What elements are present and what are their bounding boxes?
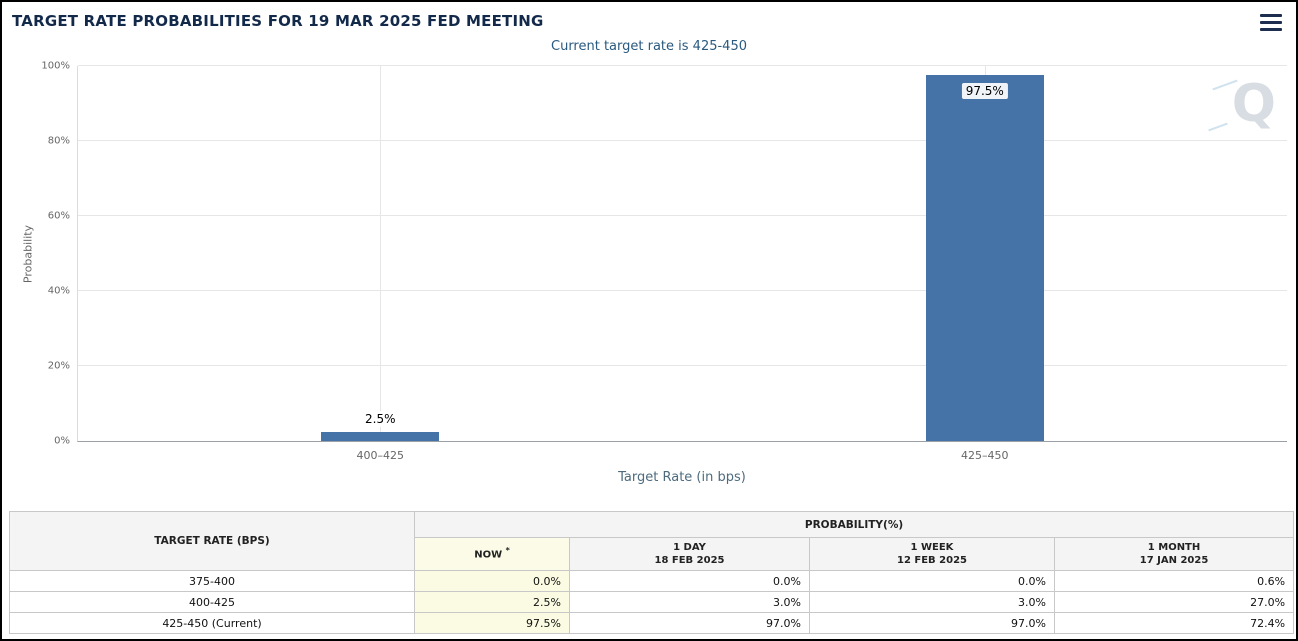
table-header-1-week: 1 WEEK 12 FEB 2025 bbox=[809, 537, 1055, 571]
one-day-value-cell: 0.0% bbox=[569, 570, 810, 592]
column-label: 1 WEEK bbox=[910, 542, 954, 553]
one-week-value-cell: 0.0% bbox=[809, 570, 1055, 592]
menu-icon[interactable] bbox=[1260, 14, 1282, 31]
y-axis-title: Probability bbox=[21, 224, 35, 284]
table-row: 425-450 (Current) 97.5% 97.0% 97.0% 72.4… bbox=[9, 612, 1295, 634]
table-header-1-day: 1 DAY 18 FEB 2025 bbox=[569, 537, 810, 571]
menu-icon-bar bbox=[1260, 28, 1282, 31]
y-axis-tick-label: 20% bbox=[47, 360, 70, 372]
column-label: NOW bbox=[474, 549, 503, 561]
table-header-target-rate: TARGET RATE (BPS) bbox=[9, 511, 415, 571]
y-axis-tick-label: 0% bbox=[54, 435, 70, 447]
one-week-value-cell: 3.0% bbox=[809, 591, 1055, 613]
rate-cell: 400-425 bbox=[9, 591, 415, 613]
menu-icon-bar bbox=[1260, 21, 1282, 24]
one-month-value-cell: 0.6% bbox=[1053, 570, 1295, 592]
x-axis-title: Target Rate (in bps) bbox=[618, 470, 746, 485]
column-label: 1 MONTH bbox=[1147, 542, 1201, 553]
now-value-cell: 97.5% bbox=[414, 612, 570, 634]
rate-cell: 425-450 (Current) bbox=[9, 612, 415, 634]
now-value-cell: 0.0% bbox=[414, 570, 570, 592]
bar-data-label: 97.5% bbox=[961, 83, 1008, 100]
y-gridline bbox=[78, 140, 1287, 141]
table-row: 400-425 2.5% 3.0% 3.0% 27.0% bbox=[9, 591, 1295, 613]
one-day-value-cell: 97.0% bbox=[569, 612, 810, 634]
probability-bar[interactable] bbox=[321, 431, 440, 441]
y-gridline bbox=[78, 365, 1287, 366]
table-header-now: NOW * bbox=[414, 537, 570, 571]
column-date: 12 FEB 2025 bbox=[897, 555, 967, 566]
y-gridline bbox=[78, 215, 1287, 216]
y-axis-tick-label: 100% bbox=[41, 60, 70, 72]
watermark-letter: Q bbox=[1231, 74, 1276, 134]
y-axis-tick-label: 40% bbox=[47, 285, 70, 297]
column-date: 17 JAN 2025 bbox=[1139, 555, 1209, 566]
column-date: 18 FEB 2025 bbox=[654, 555, 725, 566]
bar-data-label: 2.5% bbox=[361, 410, 400, 427]
y-gridline bbox=[78, 65, 1287, 66]
one-month-value-cell: 72.4% bbox=[1053, 612, 1295, 634]
x-axis-tick-label: 425–450 bbox=[961, 449, 1009, 462]
table-subheader-row: NOW * 1 DAY 18 FEB 2025 1 WEEK 12 FEB 20… bbox=[10, 537, 1295, 571]
one-day-value-cell: 3.0% bbox=[569, 591, 810, 613]
now-value-cell: 2.5% bbox=[414, 591, 570, 613]
y-gridline bbox=[78, 290, 1287, 291]
menu-icon-bar bbox=[1260, 14, 1282, 17]
column-label: 1 DAY bbox=[673, 542, 706, 553]
plot-area: 0% 20% 40% 60% 80% 100% 2.5% 400–425 97.5% 425–45… bbox=[41, 61, 1287, 462]
x-axis-tick-label: 400–425 bbox=[356, 449, 405, 462]
one-month-value-cell: 27.0% bbox=[1053, 591, 1295, 613]
table-row: 375-400 0.0% 0.0% 0.0% 0.6% bbox=[9, 570, 1295, 592]
x-gridline bbox=[380, 66, 382, 441]
probability-bar[interactable] bbox=[925, 75, 1044, 441]
now-asterisk: * bbox=[505, 546, 510, 556]
probability-table: TARGET RATE (BPS) PROBABILITY(%) NOW * 1… bbox=[9, 511, 1295, 634]
y-axis-tick-label: 60% bbox=[47, 210, 70, 222]
chart-subtitle: Current target rate is 425-450 bbox=[551, 39, 747, 54]
rate-cell: 375-400 bbox=[9, 570, 415, 592]
page-title: TARGET RATE PROBABILITIES FOR 19 MAR 202… bbox=[12, 12, 544, 30]
table-header-probability: PROBABILITY(%) bbox=[413, 511, 1295, 538]
table-group-header-row: TARGET RATE (BPS) PROBABILITY(%) bbox=[9, 511, 1295, 571]
one-week-value-cell: 97.0% bbox=[809, 612, 1055, 634]
table-header-1-month: 1 MONTH 17 JAN 2025 bbox=[1053, 537, 1295, 571]
quikstrike-logo-watermark: Q bbox=[1208, 74, 1276, 144]
y-axis-tick-label: 80% bbox=[47, 135, 70, 147]
